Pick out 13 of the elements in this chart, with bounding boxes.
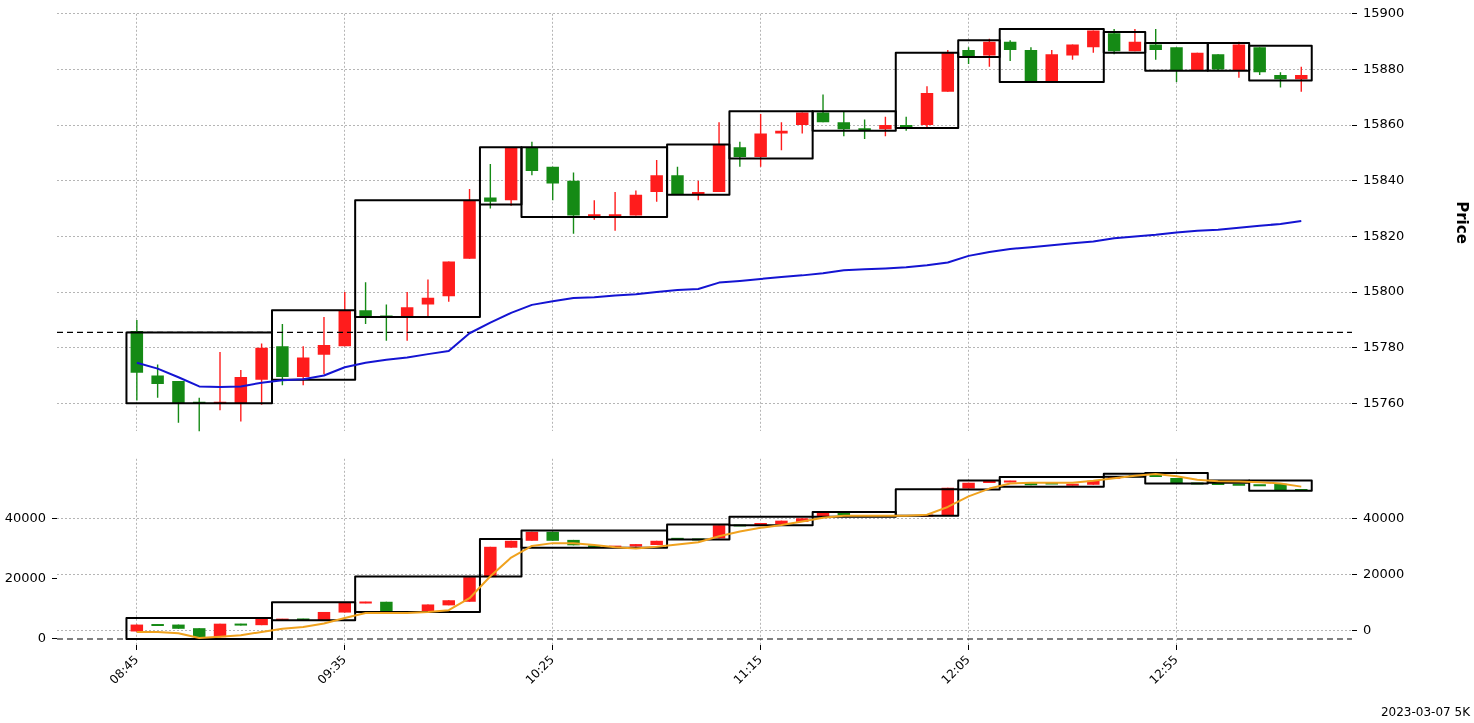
y-tick-label: 15900: [1363, 5, 1405, 21]
y-tick-label: 20000: [4, 570, 46, 586]
text: 2023-03-07 5K: [1380, 705, 1472, 720]
y-axis-title: Price: [1453, 201, 1472, 244]
y-tick-label: 40000: [4, 510, 46, 526]
y-tick-label: 15840: [1363, 172, 1405, 188]
y-tick-label: 15860: [1363, 116, 1405, 132]
y-tick-label: 15780: [1363, 339, 1405, 355]
y-tick-label: 15800: [1363, 283, 1405, 299]
y-tick-label: 15820: [1363, 227, 1405, 243]
y-tick-label: 0: [37, 630, 46, 646]
y-tick-label: 15880: [1363, 60, 1405, 76]
y-tick-label: 15760: [1363, 394, 1405, 410]
